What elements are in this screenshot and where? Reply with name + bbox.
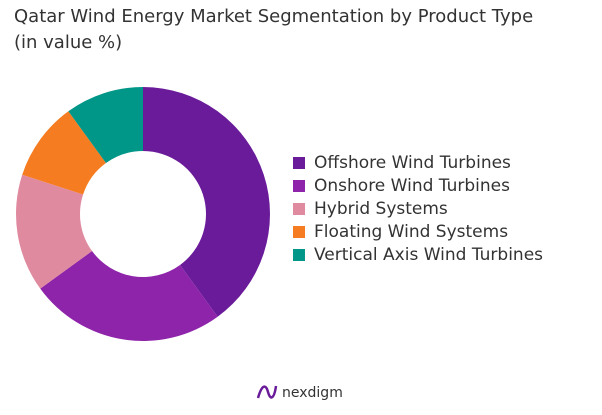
slice (143, 87, 270, 317)
legend-label: Onshore Wind Turbines (314, 176, 510, 196)
legend-label: Offshore Wind Turbines (314, 153, 511, 173)
legend-label: Hybrid Systems (314, 199, 448, 219)
legend-label: Vertical Axis Wind Turbines (314, 245, 543, 265)
slice (68, 87, 143, 164)
slice (15, 174, 93, 289)
legend-swatch (293, 157, 305, 169)
legend-swatch (293, 226, 305, 238)
chart-title: Qatar Wind Energy Market Segmentation by… (14, 6, 534, 53)
slice (22, 111, 106, 195)
legend-swatch (293, 203, 305, 215)
brand-logo: nexdigm (256, 385, 343, 401)
legend-label: Floating Wind Systems (314, 222, 508, 242)
brand-icon (256, 385, 278, 399)
slice (40, 251, 218, 341)
brand-name: nexdigm (282, 385, 343, 401)
legend-swatch (293, 180, 305, 192)
legend-swatch (293, 249, 305, 261)
